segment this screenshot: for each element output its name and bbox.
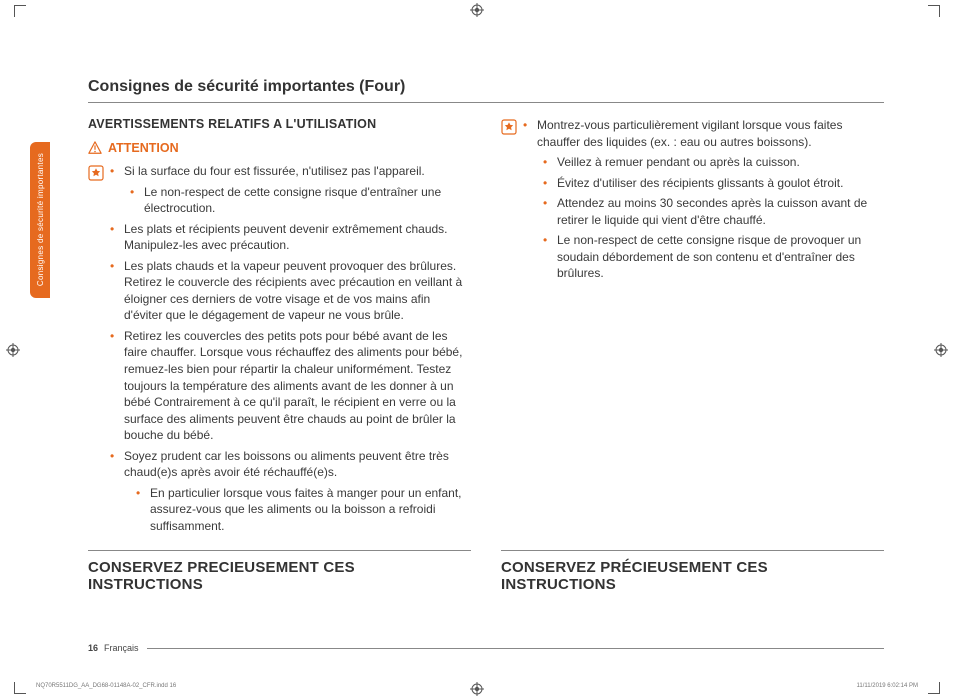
registration-mark-icon: [6, 343, 20, 357]
star-box-icon: [501, 119, 517, 135]
footer-rule: [147, 648, 884, 649]
star-bullet-group: Montrez-vous particulièrement vigilant l…: [501, 117, 884, 286]
imprint-row: NQ70R5511DG_AA_DG68-01148A-02_CFR.indd 1…: [36, 683, 918, 689]
bullet-text: Montrez-vous particulièrement vigilant l…: [537, 118, 842, 149]
list-item: Montrez-vous particulièrement vigilant l…: [523, 117, 884, 282]
left-bullet-list: Si la surface du four est fissurée, n'ut…: [110, 163, 471, 538]
list-item: En particulier lorsque vous faites à man…: [136, 485, 471, 535]
keep-instructions-right: CONSERVEZ PRÉCIEUSEMENT CES INSTRUCTIONS: [501, 550, 884, 593]
registration-mark-icon: [934, 343, 948, 357]
attention-label: ATTENTION: [108, 141, 179, 155]
bullet-text: Veillez à remuer pendant ou après la cui…: [557, 155, 800, 169]
left-subhead: AVERTISSEMENTS RELATIFS A L'UTILISATION: [88, 117, 471, 131]
page-number: 16: [88, 643, 98, 653]
page-footer: 16 Français: [88, 643, 884, 653]
crop-mark: [14, 682, 26, 694]
bullet-text: Évitez d'utiliser des récipients glissan…: [557, 176, 843, 190]
list-item: Soyez prudent car les boissons ou alimen…: [110, 448, 471, 535]
list-item: Si la surface du four est fissurée, n'ut…: [110, 163, 471, 217]
list-item: Le non-respect de cette consigne risque …: [130, 184, 471, 217]
section-tab: Consignes de sécurité importantes: [30, 142, 50, 298]
crop-mark: [928, 5, 940, 17]
bullet-text: Le non-respect de cette consigne risque …: [144, 185, 441, 216]
list-item: Attendez au moins 30 secondes après la c…: [543, 195, 884, 228]
columns: AVERTISSEMENTS RELATIFS A L'UTILISATION …: [88, 117, 884, 593]
list-item: Veillez à remuer pendant ou après la cui…: [543, 154, 884, 171]
bullet-text: Le non-respect de cette consigne risque …: [557, 233, 861, 280]
content-area: Consignes de sécurité importantes (Four)…: [88, 78, 884, 649]
bullet-text: Les plats chauds et la vapeur peuvent pr…: [124, 259, 462, 323]
list-item: Retirez les couvercles des petits pots p…: [110, 328, 471, 444]
imprint-file: NQ70R5511DG_AA_DG68-01148A-02_CFR.indd 1…: [36, 683, 176, 689]
bullet-text: Soyez prudent car les boissons ou alimen…: [124, 449, 449, 480]
list-item: Évitez d'utiliser des récipients glissan…: [543, 175, 884, 192]
keep-instructions-left: CONSERVEZ PRECIEUSEMENT CES INSTRUCTIONS: [88, 550, 471, 593]
registration-mark-icon: [470, 3, 484, 17]
right-bullet-list: Montrez-vous particulièrement vigilant l…: [523, 117, 884, 286]
manual-page: Consignes de sécurité importantes Consig…: [0, 0, 954, 699]
bullet-text: Les plats et récipients peuvent devenir …: [124, 222, 448, 253]
left-column: AVERTISSEMENTS RELATIFS A L'UTILISATION …: [88, 117, 471, 593]
bullet-text: Attendez au moins 30 secondes après la c…: [557, 196, 867, 227]
star-bullet-group: Si la surface du four est fissurée, n'ut…: [88, 163, 471, 538]
list-item: Les plats et récipients peuvent devenir …: [110, 221, 471, 254]
attention-row: ATTENTION: [88, 141, 471, 155]
crop-mark: [14, 5, 26, 17]
bullet-text: Si la surface du four est fissurée, n'ut…: [124, 164, 425, 178]
right-column: Montrez-vous particulièrement vigilant l…: [501, 117, 884, 593]
bullet-text: En particulier lorsque vous faites à man…: [150, 486, 462, 533]
list-item: Le non-respect de cette consigne risque …: [543, 232, 884, 282]
page-lang: Français: [104, 643, 139, 653]
star-box-icon: [88, 165, 104, 181]
section-tab-label: Consignes de sécurité importantes: [36, 153, 45, 286]
imprint-timestamp: 11/11/2019 6:02:14 PM: [857, 683, 919, 689]
list-item: Les plats chauds et la vapeur peuvent pr…: [110, 258, 471, 324]
page-title: Consignes de sécurité importantes (Four): [88, 78, 884, 103]
crop-mark: [928, 682, 940, 694]
bullet-text: Retirez les couvercles des petits pots p…: [124, 329, 462, 442]
attention-triangle-icon: [88, 141, 102, 155]
